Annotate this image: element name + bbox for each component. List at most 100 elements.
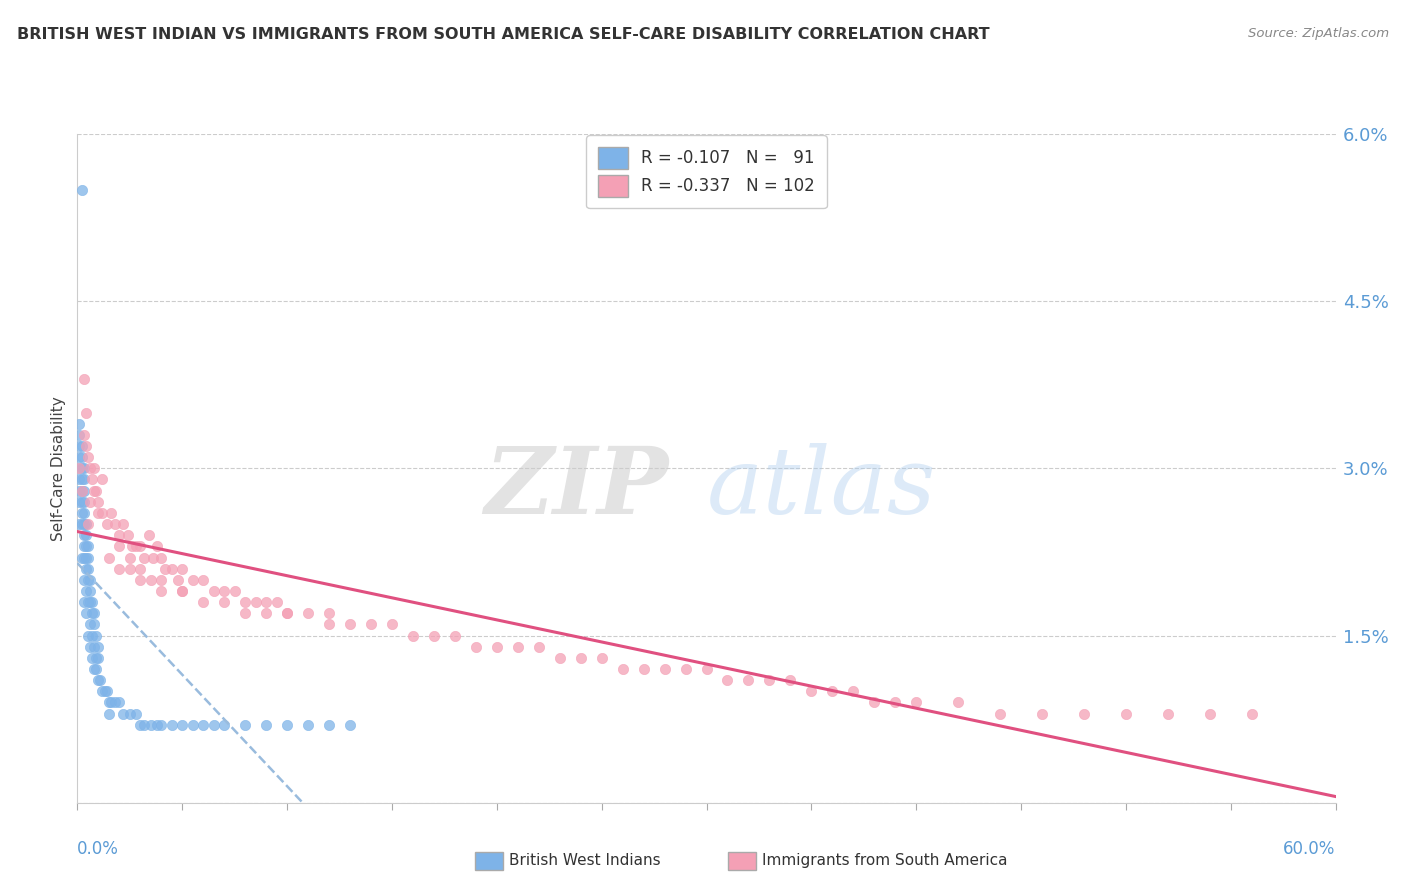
Point <box>100 696 122 710</box>
Point <box>67 450 90 465</box>
Point <box>633 662 655 676</box>
Point <box>884 696 907 710</box>
Point <box>129 562 152 576</box>
Point <box>716 673 738 688</box>
Point <box>172 562 194 576</box>
Point <box>80 628 103 642</box>
Point <box>83 640 105 654</box>
Point <box>72 372 94 386</box>
Point <box>464 640 486 654</box>
Point <box>89 673 111 688</box>
Point <box>254 595 277 609</box>
Point <box>76 450 98 465</box>
Point <box>72 483 94 498</box>
Point <box>97 696 120 710</box>
Point <box>96 684 118 698</box>
Point <box>75 405 97 420</box>
Point <box>112 517 135 532</box>
Point <box>76 517 98 532</box>
Point <box>172 584 194 599</box>
Point <box>67 517 90 532</box>
Point <box>87 673 110 688</box>
Point <box>79 595 101 609</box>
Point <box>948 696 970 710</box>
Point <box>72 539 94 553</box>
Point <box>108 562 131 576</box>
Point <box>70 439 93 453</box>
Text: Source: ZipAtlas.com: Source: ZipAtlas.com <box>1249 27 1389 40</box>
Point <box>79 573 101 587</box>
Point <box>108 539 131 553</box>
Point <box>72 461 94 475</box>
Point <box>75 528 97 542</box>
Point <box>276 717 298 731</box>
Point <box>75 550 97 565</box>
Point <box>118 706 141 721</box>
Point <box>212 717 235 731</box>
Point <box>75 584 97 599</box>
Point <box>72 428 94 442</box>
Point <box>339 617 361 632</box>
Point <box>202 717 225 731</box>
Point <box>612 662 634 676</box>
Point <box>569 651 592 665</box>
Point <box>70 183 93 197</box>
Text: BRITISH WEST INDIAN VS IMMIGRANTS FROM SOUTH AMERICA SELF-CARE DISABILITY CORREL: BRITISH WEST INDIAN VS IMMIGRANTS FROM S… <box>17 27 990 42</box>
Point <box>297 607 319 621</box>
Point <box>191 717 215 731</box>
Point <box>1031 706 1053 721</box>
Point <box>146 717 169 731</box>
Point <box>125 539 148 553</box>
Point <box>121 539 143 553</box>
Point <box>79 461 101 475</box>
Point <box>84 651 107 665</box>
Point <box>83 461 105 475</box>
Point <box>202 584 225 599</box>
Point <box>129 573 152 587</box>
Point <box>233 595 256 609</box>
Point <box>75 517 97 532</box>
Point <box>70 450 93 465</box>
Point <box>139 717 162 731</box>
Point <box>87 640 110 654</box>
Point <box>72 550 94 565</box>
Point <box>72 517 94 532</box>
Point <box>118 562 141 576</box>
Point <box>297 717 319 731</box>
Point <box>97 706 120 721</box>
Text: atlas: atlas <box>707 443 936 533</box>
Point <box>104 517 127 532</box>
Point <box>233 607 256 621</box>
Point <box>104 696 127 710</box>
Point <box>160 562 183 576</box>
Point <box>737 673 759 688</box>
Point <box>83 607 105 621</box>
Point <box>381 617 404 632</box>
Point <box>146 539 169 553</box>
Point <box>97 550 120 565</box>
Point <box>72 528 94 542</box>
Point <box>318 617 340 632</box>
Point <box>527 640 550 654</box>
Point <box>444 628 467 642</box>
Y-axis label: Self-Care Disability: Self-Care Disability <box>51 396 66 541</box>
Point <box>70 506 93 520</box>
Point <box>79 640 101 654</box>
Point <box>821 684 844 698</box>
Point <box>80 473 103 487</box>
Point <box>70 517 93 532</box>
Point <box>80 595 103 609</box>
Point <box>842 684 865 698</box>
Point <box>129 539 152 553</box>
Point <box>72 494 94 508</box>
Point <box>67 461 90 475</box>
Point <box>138 528 160 542</box>
Point <box>1240 706 1263 721</box>
Point <box>191 595 215 609</box>
Point <box>70 494 93 508</box>
Point <box>75 539 97 553</box>
Point <box>96 517 118 532</box>
Point <box>318 607 340 621</box>
Point <box>87 494 110 508</box>
Point <box>72 573 94 587</box>
